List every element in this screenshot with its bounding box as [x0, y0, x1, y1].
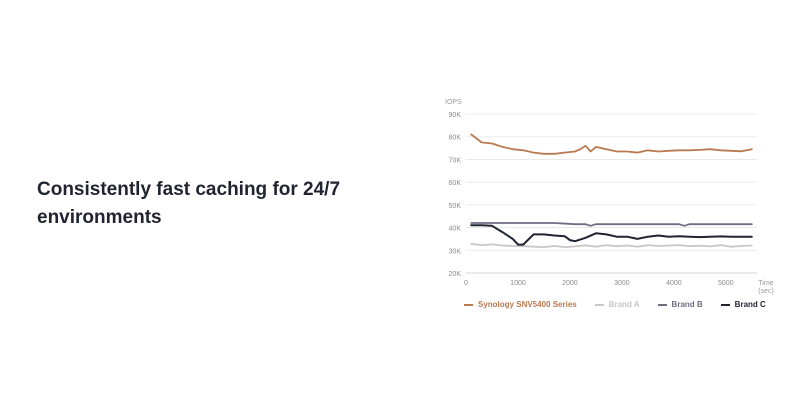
legend-item: Synology SNV5400 Series: [464, 300, 577, 309]
legend-label: Synology SNV5400 Series: [478, 300, 577, 309]
iops-chart: 20K 30K 40K 50K 60K 70K 80K 90K 0 1000 2000 3000 400…: [440, 92, 790, 322]
x-tick-label: 1000: [510, 280, 526, 287]
series-line-brand-c: [470, 224, 753, 246]
legend-swatch: [464, 303, 473, 306]
x-tick-label: 4000: [666, 280, 682, 287]
y-tick-label: 40K: [449, 226, 462, 233]
series-line-brand-a: [470, 242, 753, 249]
y-tick-label: 90K: [449, 112, 462, 119]
x-tick-label: 3000: [614, 280, 630, 287]
line-chart-svg: 20K 30K 40K 50K 60K 70K 80K 90K 0 1000 2000 3000 400…: [445, 99, 774, 295]
section-headline: Consistently fast caching for 24/7 envir…: [37, 179, 341, 228]
legend-label: Brand B: [671, 300, 703, 309]
x-axis-label: (sec): [758, 288, 774, 295]
tick-labels: 20K 30K 40K 50K 60K 70K 80K 90K 0 1000 2000 3000 400…: [445, 99, 774, 295]
y-axis-label: IOPS: [445, 99, 462, 106]
x-tick-label: 0: [464, 280, 468, 287]
x-axis-label: Time: [758, 280, 773, 287]
legend-label: Brand C: [734, 300, 766, 309]
x-tick-label: 2000: [562, 280, 578, 287]
series-line-synology-snv5400-series: [470, 133, 753, 155]
x-tick-label: 5000: [718, 280, 734, 287]
legend-swatch: [657, 303, 667, 306]
series-line-brand-b: [470, 222, 753, 227]
y-tick-label: 50K: [449, 203, 462, 210]
legend-swatch: [720, 303, 730, 306]
legend-swatch: [594, 303, 604, 306]
chart-legend: Synology SNV5400 Series Brand A Brand B Bra…: [464, 300, 766, 309]
legend-item: Brand A: [594, 300, 640, 309]
y-tick-label: 70K: [449, 157, 462, 164]
y-tick-label: 80K: [449, 135, 462, 142]
legend-item: Brand C: [720, 300, 766, 309]
y-tick-label: 60K: [449, 180, 462, 187]
legend-label: Brand A: [608, 300, 640, 309]
y-tick-label: 30K: [449, 248, 462, 255]
legend-item: Brand B: [657, 300, 703, 309]
grid-lines: [466, 113, 757, 274]
y-tick-label: 20K: [449, 271, 462, 278]
series-lines: [470, 133, 753, 249]
